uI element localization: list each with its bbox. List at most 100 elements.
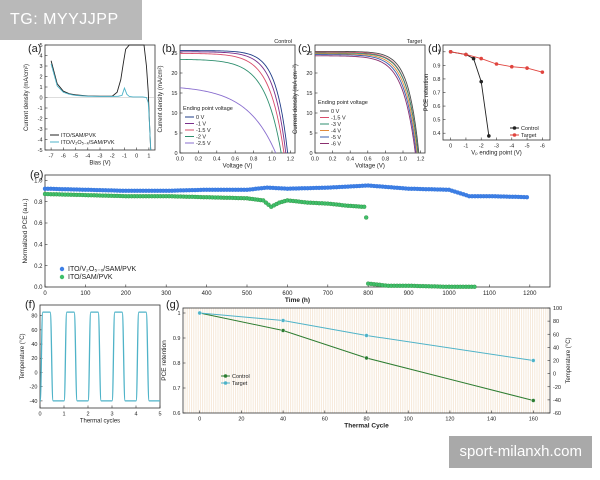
panel-c-series-4 [315, 54, 417, 154]
panel-a-xtick-label: -7 [49, 154, 54, 160]
panel-c-xtick-label: 0.2 [329, 157, 337, 163]
panel-e-xlabel: Time (h) [285, 297, 310, 304]
panel-d-xtick-label: -2 [479, 144, 484, 150]
panel-d-xtick-label: -6 [540, 144, 545, 150]
panel-g-ytick-label: 0.8 [173, 361, 181, 367]
panel-f-ytick-label: 0 [34, 370, 37, 376]
panel-c-ytick-label: 25 [306, 51, 312, 57]
panel-a-xtick-label: -2 [110, 154, 115, 160]
panel-f-xtick-label: 3 [110, 412, 113, 418]
panel-a-ytick-label: 2 [39, 74, 42, 80]
panel-d-point [479, 56, 484, 61]
panel-g-xlabel: Thermal Cycle [344, 423, 389, 430]
panel-d-ytick-label: 0.9 [433, 63, 441, 69]
panel-a-xtick-label: -5 [73, 154, 78, 160]
panel-c-corner-label: Target [407, 39, 423, 45]
panel-c-legend-5-label: -6 V [331, 142, 341, 148]
panel-c-xlabel: Voltage (V) [355, 164, 385, 170]
panel-e-ytick-label: 0.0 [34, 285, 43, 291]
panel-a-legend-0-label: ITO/SAM/PVK [61, 133, 96, 139]
panel-b-legend-4-label: -2.5 V [196, 141, 211, 147]
panel-b-xtick-label: 0.4 [213, 157, 221, 163]
panel-b-ytick-label: 5 [174, 131, 177, 137]
panel-g-point [531, 398, 536, 403]
panel-d-xlabel: Vₚ ending point (V) [471, 151, 522, 157]
panel-a-ytick-label: 5 [39, 43, 42, 49]
panel-f-ytick-label: 40 [31, 342, 37, 348]
panel-b-xtick-label: 1.2 [287, 157, 295, 163]
panel-a-ytick-label: -2 [38, 116, 43, 122]
panel-d-xtick-label: -4 [509, 144, 514, 150]
panel-g-y2tick-label: -60 [553, 411, 561, 417]
panel-c-legend-3-label: -4 V [331, 129, 341, 135]
panel-b-ytick-label: 15 [171, 91, 177, 97]
panel-g-y2tick-label: 80 [553, 319, 559, 325]
panel-d-legend-0-marker [512, 126, 517, 130]
panel-d-xtick-label: -3 [494, 144, 499, 150]
panel-d-point [540, 70, 545, 74]
panel-e-xtick-label: 600 [282, 291, 293, 297]
panel-b-series-4 [179, 87, 277, 154]
panel-a-xtick-label: 0 [135, 154, 138, 160]
panel-c-legend-4-label: -5 V [331, 135, 341, 141]
panel-e-ytick-label: 0.6 [34, 221, 43, 227]
watermark-bottom-right: sport-milanxh.com [449, 436, 592, 468]
panel-a-legend-1-label: ITO/V₂O₅₋ₓ/SAM/PVK [61, 140, 115, 146]
panel-g-xtick-label: 160 [529, 417, 538, 423]
panel-a-xtick-label: -6 [61, 154, 66, 160]
panel-b-xtick-label: 0.8 [250, 157, 258, 163]
panel-g-ytick-label: 0.6 [173, 411, 181, 417]
panel-e-point [364, 215, 369, 220]
panel-e-legend-1-marker [59, 274, 65, 280]
panel-d-ytick-label: 0.8 [433, 77, 441, 83]
panel-f-ytick-label: 60 [31, 328, 37, 334]
panel-g-y2tick-label: -20 [553, 385, 561, 391]
panel-e-xtick-label: 1000 [442, 291, 456, 297]
panel-c-xtick-label: 1.2 [417, 157, 425, 163]
panel-b-xtick-label: 0.6 [231, 157, 239, 163]
panel-g-xtick-label: 120 [445, 417, 454, 423]
panel-d-point [509, 64, 514, 69]
panel-d-ytick-label: 0.4 [433, 131, 441, 137]
panel-e-label: (e) [30, 169, 43, 181]
panel-g-series-1 [199, 312, 534, 361]
panel-b-xtick-label: 1.0 [268, 157, 276, 163]
panel-f-frame [39, 304, 161, 409]
panel-a-xtick-label: -1 [122, 154, 127, 160]
panel-g-xtick-label: 0 [198, 417, 201, 423]
panel-g-point [364, 355, 369, 361]
panel-e-legend-1-label: ITO/SAM/PVK [68, 274, 113, 281]
panel-e-ytick-label: 0.4 [34, 242, 43, 248]
panel-g-cycle-bands [184, 308, 549, 413]
panel-d-point [448, 49, 453, 54]
panel-f-xtick-label: 4 [134, 412, 137, 418]
panel-a-xtick-label: -4 [85, 154, 90, 160]
panel-g-legend-0-label: Control [232, 374, 250, 380]
panel-e-ytick-label: 0.8 [34, 200, 43, 206]
panel-d-point [479, 79, 484, 84]
panel-e-point [524, 195, 530, 200]
panel-c-series-3 [315, 53, 418, 154]
panel-a-xlabel: Bias (V) [89, 161, 110, 167]
panel-g-ylabel: PCE retention [161, 340, 168, 381]
panel-d-ytick-label: 0.7 [433, 90, 441, 96]
panel-d-ylabel: PCE retention [424, 74, 430, 111]
panel-f-ytick-label: -20 [30, 385, 38, 391]
panel-f-ytick-label: 80 [31, 314, 37, 320]
panel-e-ytick-label: 0.2 [34, 264, 43, 270]
panel-f-xlabel: Thermal cycles [80, 419, 120, 425]
panel-c-xtick-label: 1.0 [399, 157, 407, 163]
panel-f-ylabel: Temperature (°C) [20, 333, 26, 379]
panel-e-legend-0-label: ITO/V₂O₅₋ₓ/SAM/PVK [68, 266, 137, 273]
panel-f-temperature-curve [39, 311, 160, 402]
panel-c-ytick-label: 20 [306, 71, 312, 77]
panel-e-xtick-label: 400 [202, 291, 213, 297]
panel-e-xtick-label: 300 [161, 291, 172, 297]
panel-d-xtick-label: -5 [525, 144, 530, 150]
panel-e-point [362, 204, 367, 209]
panel-g-point [531, 358, 536, 363]
panel-d-point [487, 134, 491, 138]
panel-g-legend-1-label: Target [232, 381, 248, 387]
panel-g-label: (g) [166, 299, 179, 311]
panel-d-ytick-label: 0.5 [433, 118, 441, 124]
